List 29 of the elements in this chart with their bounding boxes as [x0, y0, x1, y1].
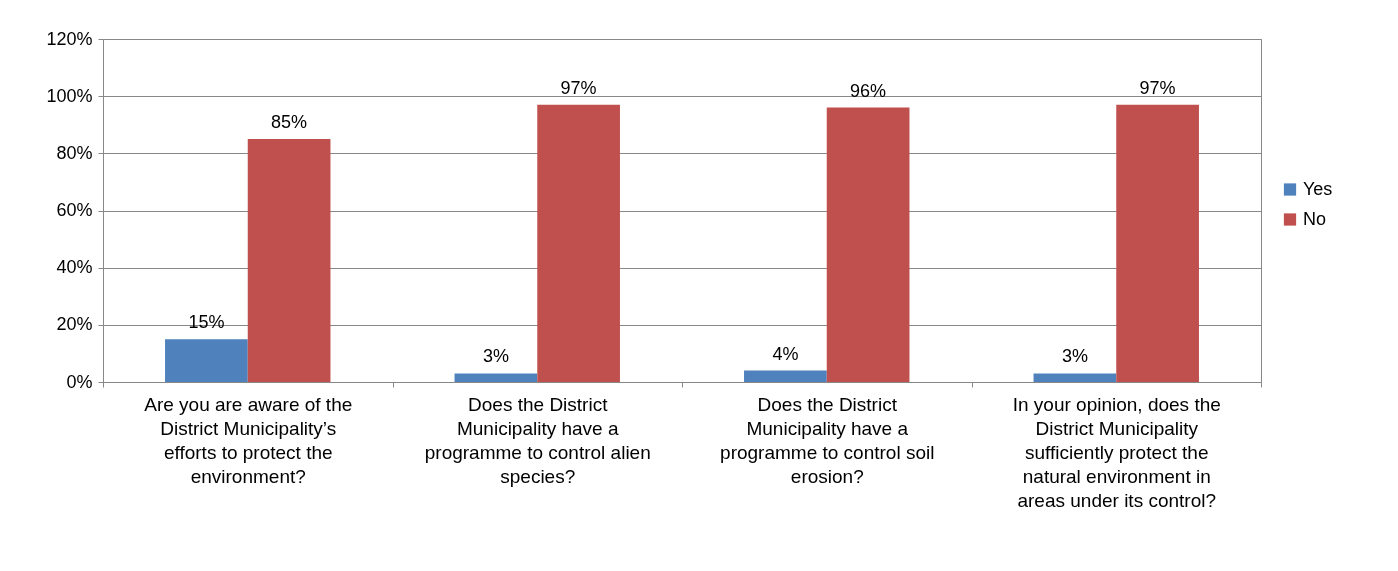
data-label: 15% — [188, 312, 225, 333]
y-tick-label: 100% — [46, 85, 93, 106]
data-label: 97% — [560, 77, 597, 98]
legend-label: Yes — [1303, 178, 1333, 199]
x-tick-label: Are you are aware of the District Municipality’s efforts to protect the environment? — [144, 393, 353, 487]
bar — [247, 139, 331, 382]
bar — [165, 339, 248, 382]
bar — [826, 107, 910, 382]
data-label: 4% — [772, 343, 799, 364]
data-label: 3% — [1061, 346, 1088, 367]
data-label: 85% — [271, 112, 308, 133]
bar — [537, 104, 620, 382]
data-label: 96% — [850, 80, 887, 101]
y-tick-label: 80% — [56, 142, 93, 163]
y-tick-label: 20% — [56, 314, 93, 335]
x-tick-label: Does the District Municipality have a programme to control alien species? — [424, 393, 651, 487]
data-label: 97% — [1139, 77, 1176, 98]
bar — [744, 370, 827, 382]
y-tick-label: 0% — [66, 371, 93, 392]
legend-label: No — [1303, 208, 1327, 229]
y-tick-label: 60% — [56, 200, 93, 220]
bar — [1116, 104, 1199, 382]
data-label: 3% — [482, 346, 509, 367]
y-tick-label: 40% — [56, 257, 93, 278]
x-tick-label: In your opinion, does the District Municipality sufficiently protect the natural environment in areas under its control? — [1012, 393, 1221, 511]
y-tick-label: 120% — [46, 28, 93, 49]
x-tick-label: Does the District Municipality have a programme to control soil erosion? — [720, 393, 935, 487]
bar — [1033, 373, 1117, 382]
bar — [454, 373, 538, 382]
